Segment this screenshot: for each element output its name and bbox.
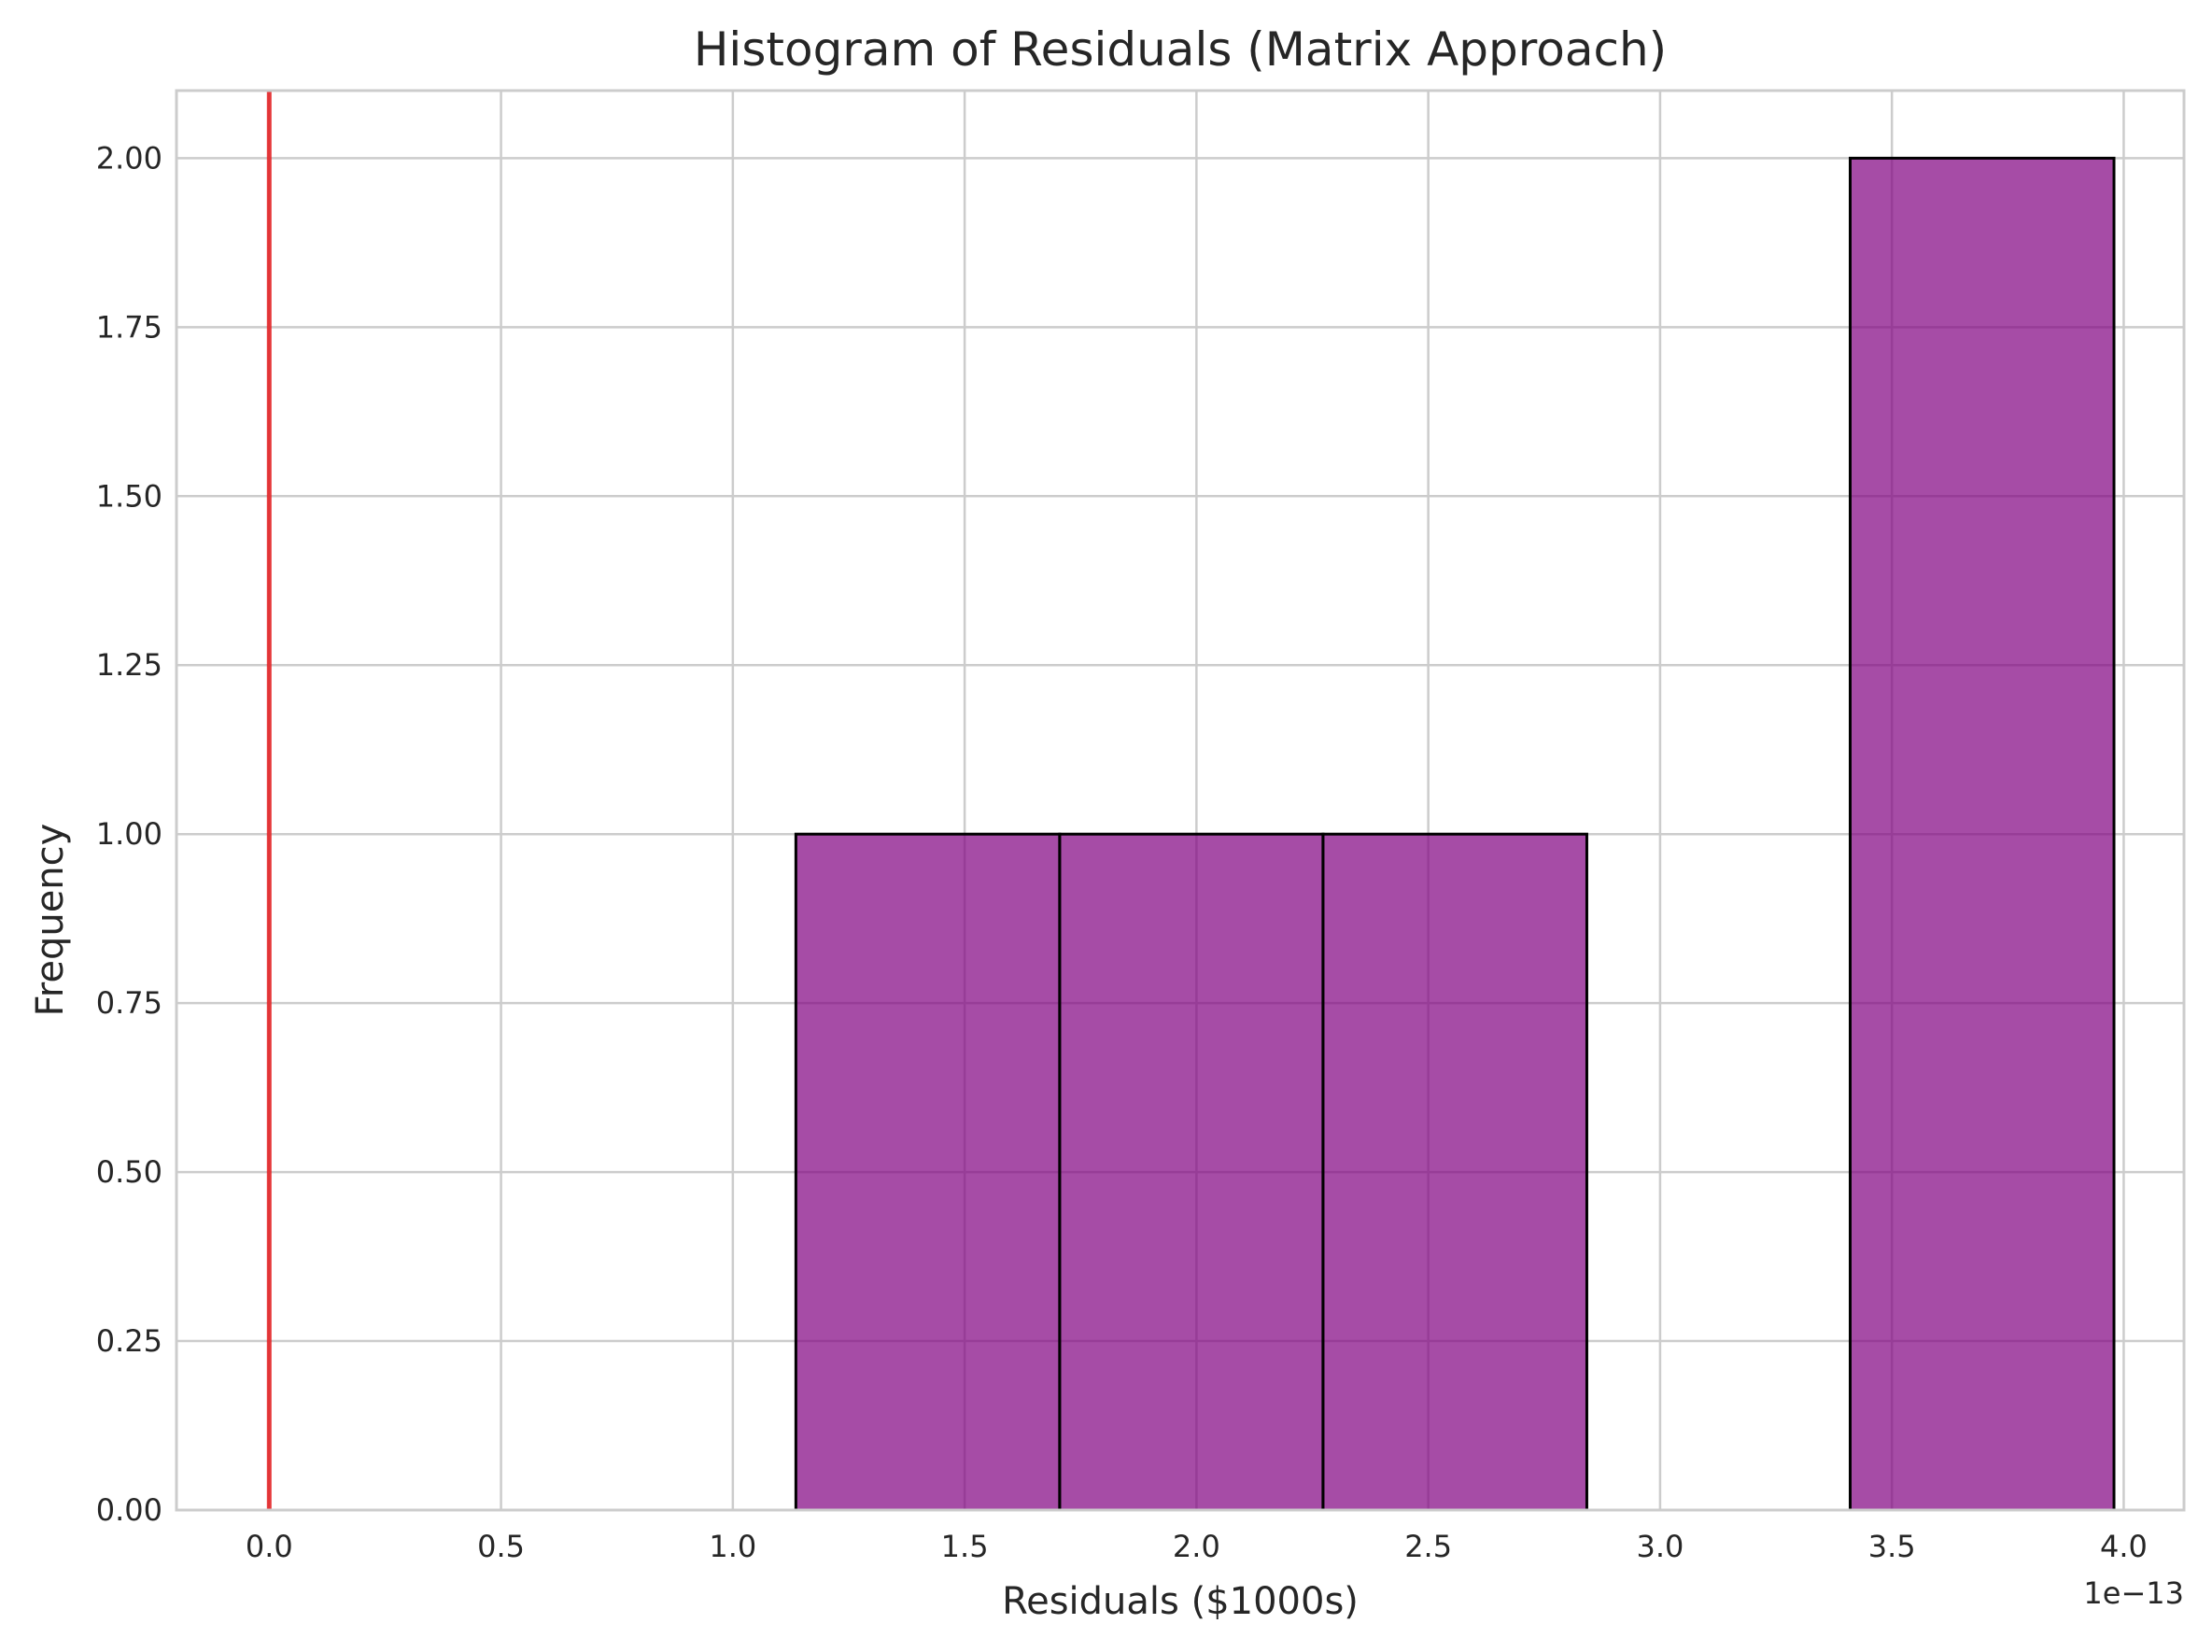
histogram-bar-1 [1058,832,1325,1512]
x-tick-label: 0.0 [246,1529,293,1564]
histogram-bars [794,156,2116,1512]
y-tick-label: 0.75 [96,985,162,1021]
x-axis-offset-label: 1e−13 [2083,1575,2184,1611]
x-axis-label: Residuals ($1000s) [1002,1580,1359,1623]
y-tick-label: 0.00 [96,1492,162,1528]
y-axis-label: Frequency [29,824,72,1017]
x-tick-label: 1.5 [941,1529,989,1564]
x-tick-label: 3.0 [1636,1529,1684,1564]
x-tick-label: 2.5 [1404,1529,1452,1564]
y-tick-label: 1.00 [96,816,162,852]
x-tick-label: 4.0 [2100,1529,2148,1564]
histogram-bar-0 [794,832,1062,1512]
y-tick-label: 1.50 [96,478,162,514]
histogram-bar-4 [1848,156,2116,1512]
x-tick-label: 1.0 [709,1529,756,1564]
histogram-bar-2 [1321,832,1588,1512]
y-tick-label: 1.25 [96,647,162,683]
plot-frame [175,89,2186,1512]
x-tick-label: 3.5 [1868,1529,1916,1564]
y-tick-label: 0.50 [96,1154,162,1190]
chart-title: Histogram of Residuals (Matrix Approach) [694,22,1667,77]
y-tick-label: 0.25 [96,1323,162,1359]
x-tick-label: 2.0 [1173,1529,1220,1564]
y-tick-labels: 0.00 0.25 0.50 0.75 1.00 1.25 1.50 1.75 2.00 [96,140,162,1528]
y-tick-label: 1.75 [96,309,162,345]
x-tick-labels: 0.0 0.5 1.0 1.5 2.0 2.5 3.0 3.5 4.0 [246,1529,2148,1564]
y-tick-label: 2.00 [96,140,162,176]
x-tick-label: 0.5 [477,1529,525,1564]
